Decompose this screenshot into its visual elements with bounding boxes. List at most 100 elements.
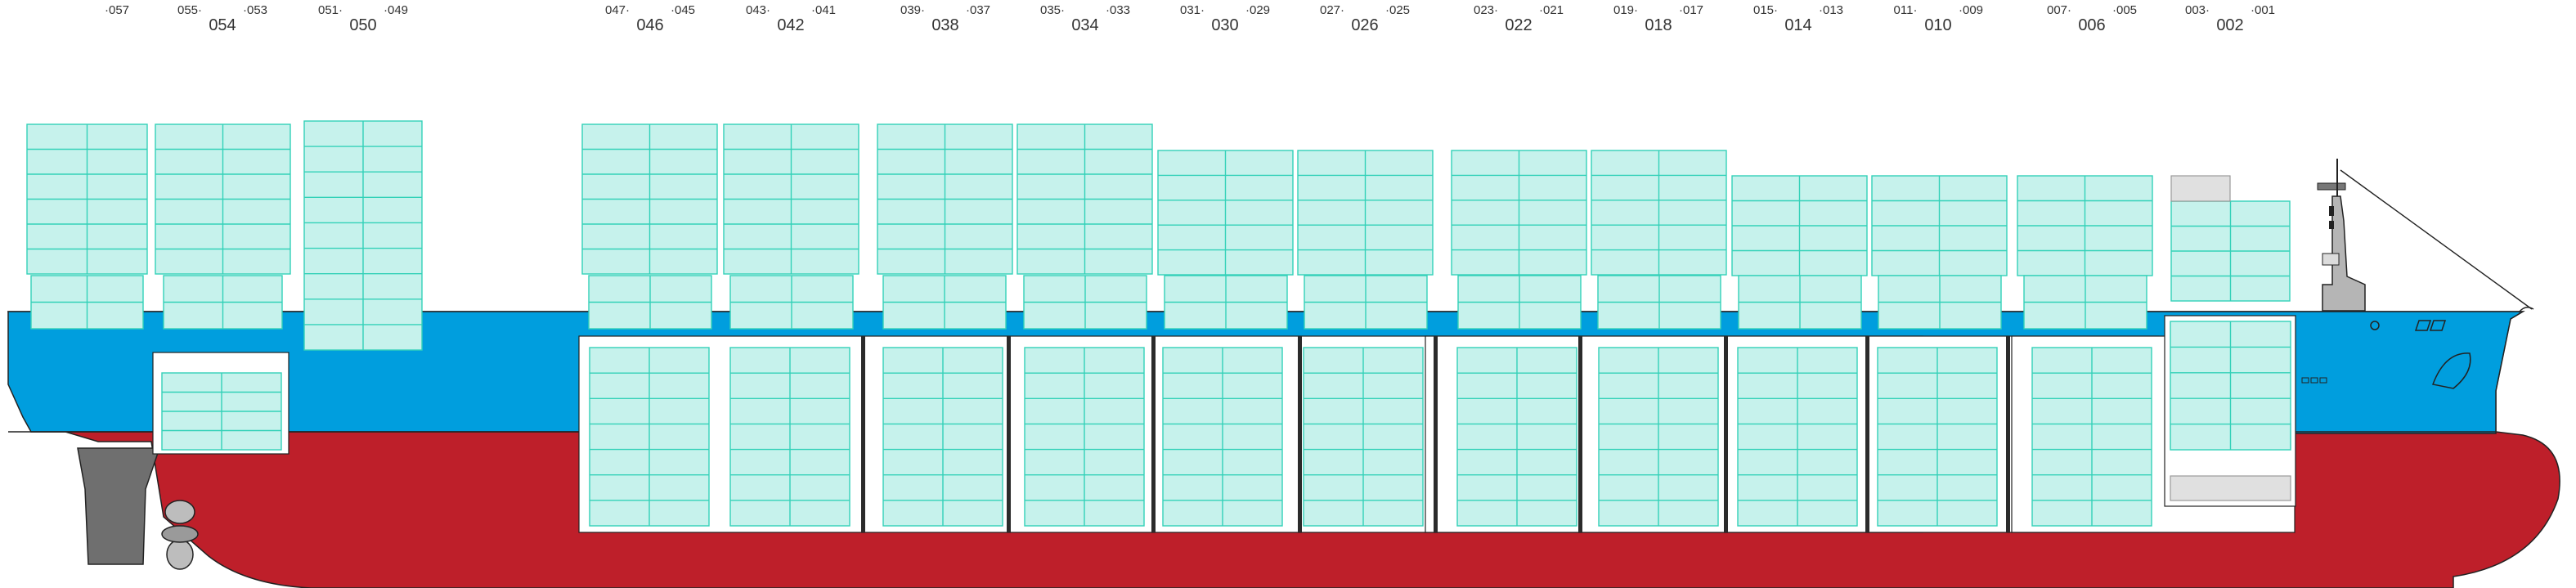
hold-stack — [589, 347, 710, 527]
deck-stack — [1164, 275, 1288, 330]
deck-stack — [723, 123, 859, 275]
bay-sub-number: 015· — [1752, 3, 1779, 17]
hold-stack — [1162, 347, 1283, 527]
bay-number: 018 — [1645, 16, 1672, 34]
bay-number: 042 — [777, 16, 805, 34]
bay-sub-number: 003· — [2184, 3, 2210, 17]
bay-sub-number: ·057 — [104, 3, 130, 17]
bulkhead — [1865, 336, 1869, 532]
bay-sub-number: 007· — [2046, 3, 2072, 17]
hold-stack — [882, 347, 1003, 527]
bay-sub-number: 047· — [604, 3, 631, 17]
hold-stack — [1877, 347, 1998, 527]
hold-stack — [1024, 347, 1145, 527]
deck-stack — [588, 275, 712, 330]
hold-stack — [1303, 347, 1424, 527]
bulkhead — [861, 336, 865, 532]
bay-number: 002 — [2216, 16, 2244, 34]
deck-stack — [581, 123, 718, 275]
deck-stack — [882, 275, 1007, 330]
empty-slot — [2170, 175, 2231, 202]
deck-stack — [1304, 275, 1428, 330]
deck-stack — [303, 120, 423, 351]
deck-stack — [163, 275, 283, 330]
mast-crosstree — [2317, 182, 2346, 191]
deck-stack — [1738, 275, 1862, 330]
bay-number: 006 — [2078, 16, 2106, 34]
deck-stack — [1023, 275, 1147, 330]
propeller-blade — [164, 500, 195, 524]
deck-stack — [1597, 275, 1721, 330]
hawse-icon — [2414, 320, 2447, 331]
bulkhead — [1151, 336, 1156, 532]
bay-sub-number: ·005 — [2112, 3, 2138, 17]
propeller-blade — [166, 539, 194, 570]
hold-stack — [1598, 347, 1719, 527]
empty-slot — [2170, 475, 2291, 501]
bay-sub-number: 055· — [177, 3, 203, 17]
bulkhead — [1578, 336, 1582, 532]
hold-stack — [161, 372, 282, 451]
bay-sub-number: 031· — [1179, 3, 1205, 17]
bulkhead — [1434, 336, 1438, 532]
bay-sub-number: ·013 — [1818, 3, 1844, 17]
mast-light — [2329, 206, 2334, 216]
hold-stack — [1737, 347, 1858, 527]
bulkhead — [1298, 336, 1302, 532]
deck-stack — [1878, 275, 2002, 330]
bay-sub-number: ·017 — [1678, 3, 1704, 17]
deck-stack — [1297, 150, 1434, 276]
bay-number: 026 — [1351, 16, 1379, 34]
bay-sub-number: ·021 — [1538, 3, 1564, 17]
bridge-house — [2317, 159, 2533, 312]
bay-number: 014 — [1784, 16, 1812, 34]
bay-sub-number: ·045 — [670, 3, 696, 17]
deck-stack — [26, 123, 148, 275]
bay-sub-number: ·001 — [2250, 3, 2276, 17]
deck-stack — [1457, 275, 1582, 330]
bow-tip — [2518, 307, 2534, 313]
deck-stack — [30, 275, 144, 330]
bay-sub-number: ·049 — [383, 3, 409, 17]
bay-sub-number: ·029 — [1245, 3, 1271, 17]
bay-number: 050 — [349, 16, 377, 34]
bay-sub-number: ·033 — [1105, 3, 1131, 17]
bay-sub-number: 043· — [745, 3, 771, 17]
bay-sub-number: ·009 — [1958, 3, 1984, 17]
bay-sub-number: 051· — [317, 3, 343, 17]
cargo-holds — [152, 315, 2296, 533]
rudder-icon — [77, 447, 161, 565]
bow-thruster-icon — [2431, 352, 2471, 389]
deck-stack — [155, 123, 291, 275]
hold-stack — [2031, 347, 2152, 527]
deck-stack — [2023, 275, 2147, 330]
bulkhead — [2006, 336, 2010, 532]
forestay — [2340, 169, 2533, 310]
bay-number: 054 — [209, 16, 236, 34]
bay-sub-number: ·037 — [965, 3, 991, 17]
deck-stacks — [26, 120, 2291, 351]
bay-number: 010 — [1924, 16, 1952, 34]
bay-sub-number: 035· — [1039, 3, 1066, 17]
deck-stack — [1157, 150, 1294, 276]
bay-sub-number: ·053 — [242, 3, 268, 17]
bay-sub-number: 011· — [1893, 3, 1918, 17]
anchor-icon — [2370, 321, 2380, 330]
bay-sub-number: 023· — [1473, 3, 1499, 17]
deck-stack — [1731, 175, 1868, 276]
deck-stack — [1871, 175, 2008, 276]
bay-sub-number: 027· — [1319, 3, 1345, 17]
bay-number: 046 — [636, 16, 664, 34]
deck-stack — [877, 123, 1013, 275]
bridge-window — [2322, 253, 2340, 266]
hold-stack — [2170, 321, 2291, 451]
hold-stack — [1456, 347, 1577, 527]
bay-sub-number: ·041 — [810, 3, 837, 17]
bay-number: 034 — [1071, 16, 1099, 34]
mast-light — [2329, 221, 2334, 229]
deck-stack — [2170, 200, 2291, 302]
bay-sub-number: ·025 — [1384, 3, 1411, 17]
deck-stack — [1451, 150, 1587, 276]
bay-sub-number: 019· — [1613, 3, 1639, 17]
bulkhead — [1007, 336, 1011, 532]
